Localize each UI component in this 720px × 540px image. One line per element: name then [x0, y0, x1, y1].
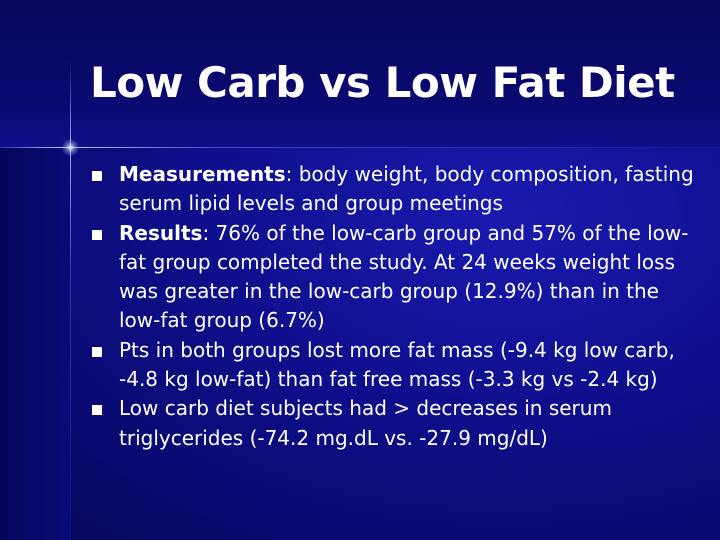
bullet-text: Pts in both groups lost more fat mass (-…: [119, 337, 675, 392]
slide-title: Low Carb vs Low Fat Diet: [90, 58, 675, 107]
vertical-accent-line: [70, 60, 71, 540]
bullet-results: Results: 76% of the low-carb group and 5…: [90, 219, 695, 336]
bullet-triglycerides: Low carb diet subjects had > decreases i…: [90, 394, 695, 453]
square-bullet-icon: [92, 405, 102, 416]
bullet-label: Measurements: [119, 162, 286, 186]
bullet-label: Results: [119, 220, 203, 245]
square-bullet-icon: [92, 346, 102, 357]
bullet-fat-mass: Pts in both groups lost more fat mass (-…: [90, 336, 695, 395]
bullet-measurements: Measurements: body weight, body composit…: [90, 160, 695, 219]
bullet-text: : 76% of the low-carb group and 57% of t…: [119, 220, 689, 333]
crosshair-glint: [62, 139, 79, 156]
title-band: [0, 0, 720, 148]
left-panel: [0, 148, 70, 540]
square-bullet-icon: [92, 171, 102, 181]
square-bullet-icon: [92, 229, 102, 240]
bullet-text: : body weight, body composition, fasting…: [119, 162, 694, 216]
bullet-list: Measurements: body weight, body composit…: [90, 160, 695, 453]
horizontal-accent-line: [0, 147, 720, 148]
bullet-text: Low carb diet subjects had > decreases i…: [119, 396, 612, 450]
